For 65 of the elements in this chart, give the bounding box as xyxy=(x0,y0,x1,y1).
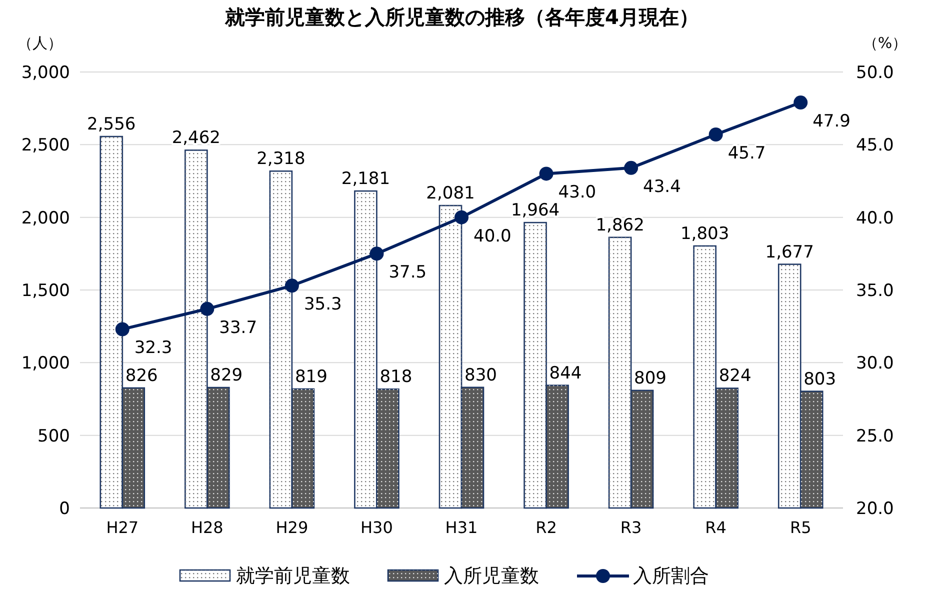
point xyxy=(539,166,554,181)
data-label: 45.7 xyxy=(728,143,766,164)
data-label: 2,318 xyxy=(256,149,306,170)
data-label: 43.4 xyxy=(643,176,681,197)
data-label: 844 xyxy=(549,363,582,384)
data-label: 803 xyxy=(804,369,836,390)
x-tick-label: R4 xyxy=(705,518,726,537)
y2-tick-label: 35.0 xyxy=(856,281,894,301)
y-tick-label: 500 xyxy=(38,426,70,446)
point xyxy=(115,322,130,336)
legend-label: 入所割合 xyxy=(633,565,709,587)
point xyxy=(370,246,384,261)
legend-label: 就学前児童数 xyxy=(236,565,350,587)
point xyxy=(708,127,723,142)
point xyxy=(794,96,808,110)
data-label: 35.3 xyxy=(304,294,342,315)
y2-tick-label: 20.0 xyxy=(856,499,894,519)
data-label: 1,964 xyxy=(510,200,560,221)
data-label: 809 xyxy=(634,368,667,388)
point xyxy=(284,278,299,293)
y2-tick-label: 30.0 xyxy=(856,354,894,374)
y2-tick-label: 50.0 xyxy=(856,63,894,83)
y-axis-title: （人） xyxy=(18,34,62,52)
x-tick-label: R3 xyxy=(620,518,642,537)
y2-axis-title: （%） xyxy=(862,34,908,52)
y-tick-label: 2,000 xyxy=(21,208,70,228)
data-label: 47.9 xyxy=(812,112,850,132)
data-label: 2,181 xyxy=(341,169,390,190)
x-tick-label: H28 xyxy=(190,518,224,537)
y-tick-label: 2,500 xyxy=(21,136,70,156)
data-label: 818 xyxy=(380,367,412,388)
data-label: 830 xyxy=(464,365,497,386)
data-label: 1,862 xyxy=(596,215,644,236)
y2-tick-label: 45.0 xyxy=(856,136,894,156)
y-tick-label: 0 xyxy=(59,499,70,519)
data-label: 40.0 xyxy=(474,226,512,246)
data-label: 43.0 xyxy=(558,182,596,203)
y-tick-label: 3,000 xyxy=(21,63,70,83)
x-tick-label: H30 xyxy=(360,518,393,537)
data-label: 829 xyxy=(210,366,243,386)
data-label: 2,081 xyxy=(426,184,475,204)
x-tick-label: R5 xyxy=(790,518,812,537)
y-tick-label: 1,000 xyxy=(21,354,70,374)
data-label: 32.3 xyxy=(134,338,172,358)
data-label: 2,556 xyxy=(87,114,136,135)
data-label: 826 xyxy=(125,366,158,386)
legend-label: 入所児童数 xyxy=(444,565,539,587)
x-tick-label: R2 xyxy=(536,518,557,537)
point xyxy=(454,210,468,224)
y-tick-label: 1,500 xyxy=(21,281,70,301)
data-label: 824 xyxy=(718,366,752,386)
chart-title: 就学前児童数と入所児童数の推移（各年度4月現在） xyxy=(224,5,699,29)
point xyxy=(200,302,214,316)
x-tick-label: H27 xyxy=(106,518,139,537)
point xyxy=(624,160,638,175)
data-label: 37.5 xyxy=(388,262,427,283)
x-tick-label: H29 xyxy=(276,518,308,537)
data-label: 2,462 xyxy=(172,128,221,148)
y2-tick-label: 40.0 xyxy=(856,208,894,228)
data-label: 1,677 xyxy=(765,242,814,262)
y2-tick-label: 25.0 xyxy=(856,426,894,446)
data-label: 819 xyxy=(294,366,328,387)
x-tick-label: H31 xyxy=(445,518,478,537)
data-label: 33.7 xyxy=(219,318,258,338)
data-label: 1,803 xyxy=(680,224,730,244)
